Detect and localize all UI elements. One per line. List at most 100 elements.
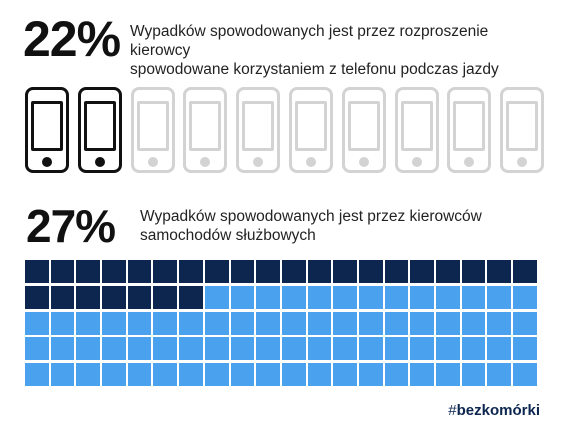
smartphone-icon <box>183 87 228 173</box>
grid-cell-filled <box>410 260 434 283</box>
grid-cell-empty <box>153 311 178 335</box>
grid-cell-filled <box>179 260 203 283</box>
grid-cell-empty <box>487 285 512 309</box>
grid-cell-empty <box>307 363 332 387</box>
grid-cell-filled <box>153 285 178 309</box>
grid-cell-empty <box>281 337 306 361</box>
grid-cell-empty <box>436 363 460 387</box>
phone-icon-row <box>25 87 545 175</box>
grid-cell-empty <box>436 311 460 335</box>
grid-cell-empty <box>410 311 434 335</box>
stat-2-description: Wypadków spowodowanych jest przez kierow… <box>140 207 540 245</box>
grid-cell-empty <box>50 311 75 335</box>
smartphone-icon <box>236 87 281 173</box>
grid-cell-empty <box>487 363 512 387</box>
grid-cell-empty <box>204 363 229 387</box>
grid-cell-empty <box>76 337 101 361</box>
grid-cell-empty <box>256 337 280 361</box>
grid-cell-empty <box>281 311 306 335</box>
grid-cell-empty <box>25 363 49 387</box>
grid-cell-empty <box>461 337 486 361</box>
grid-cell-filled <box>333 260 357 283</box>
grid-cell-empty <box>513 363 537 387</box>
grid-cell-empty <box>179 363 203 387</box>
grid-cell-empty <box>487 311 512 335</box>
stat-1-description-line-2: spowodowane korzystaniem z telefonu podc… <box>130 61 499 78</box>
grid-cell-filled <box>307 260 332 283</box>
grid-cell-empty <box>102 337 126 361</box>
grid-cell-empty <box>436 285 460 309</box>
grid-cell-filled <box>179 285 203 309</box>
grid-cell-empty <box>461 285 486 309</box>
grid-cell-empty <box>256 285 280 309</box>
grid-cell-empty <box>50 363 75 387</box>
grid-cell-filled <box>50 260 75 283</box>
smartphone-icon <box>289 87 333 173</box>
stat-1-description-line-1: Wypadków spowodowanych jest przez rozpro… <box>130 23 489 59</box>
grid-cell-filled <box>127 260 152 283</box>
grid-cell-empty <box>25 311 49 335</box>
grid-cell-empty <box>153 337 178 361</box>
grid-cell-empty <box>230 337 255 361</box>
smartphone-icon <box>130 87 175 173</box>
grid-cell-empty <box>461 363 486 387</box>
grid-cell-empty <box>102 363 126 387</box>
grid-cell-empty <box>358 311 383 335</box>
grid-cell-empty <box>513 311 537 335</box>
grid-cell-empty <box>204 311 229 335</box>
grid-cell-filled <box>204 260 229 283</box>
grid-cell-empty <box>333 337 357 361</box>
grid-cell-filled <box>102 260 126 283</box>
grid-cell-empty <box>333 311 357 335</box>
grid-cell-filled <box>230 260 255 283</box>
grid-cell-empty <box>76 363 101 387</box>
grid-cell-filled <box>50 285 75 309</box>
hashtag-logo: #bezkomórki <box>448 402 540 419</box>
grid-cell-filled <box>127 285 152 309</box>
grid-cell-filled <box>384 260 409 283</box>
grid-cell-empty <box>358 363 383 387</box>
grid-cell-filled <box>102 285 126 309</box>
grid-cell-filled <box>358 260 383 283</box>
grid-cell-empty <box>76 311 101 335</box>
grid-cell-empty <box>410 285 434 309</box>
grid-cell-filled <box>256 260 280 283</box>
grid-cell-empty <box>179 337 203 361</box>
grid-cell-filled <box>281 260 306 283</box>
grid-cell-empty <box>384 337 409 361</box>
hashtag-brand: bezkomórki <box>456 402 540 419</box>
stat-2-description-line-2: samochodów służbowych <box>140 227 316 244</box>
grid-cell-empty <box>307 311 332 335</box>
grid-cell-empty <box>487 337 512 361</box>
smartphone-icon <box>394 87 439 173</box>
grid-cell-empty <box>127 311 152 335</box>
grid-cell-empty <box>358 337 383 361</box>
grid-cell-empty <box>461 311 486 335</box>
grid-cell-filled <box>25 260 49 283</box>
percentage-square-grid <box>25 260 541 387</box>
grid-cell-empty <box>410 337 434 361</box>
grid-cell-empty <box>281 285 306 309</box>
grid-cell-empty <box>307 285 332 309</box>
grid-cell-empty <box>513 285 537 309</box>
grid-cell-empty <box>384 311 409 335</box>
stat-1-description: Wypadków spowodowanych jest przez rozpro… <box>130 22 550 79</box>
grid-cell-empty <box>436 337 460 361</box>
grid-cell-empty <box>102 311 126 335</box>
grid-cell-empty <box>410 363 434 387</box>
grid-cell-empty <box>333 285 357 309</box>
grid-cell-empty <box>25 337 49 361</box>
grid-cell-empty <box>256 363 280 387</box>
grid-cell-empty <box>204 337 229 361</box>
hashtag-symbol: # <box>448 402 457 419</box>
grid-cell-filled <box>436 260 460 283</box>
grid-cell-filled <box>25 285 49 309</box>
smartphone-icon <box>447 87 492 173</box>
grid-cell-empty <box>384 363 409 387</box>
grid-cell-empty <box>256 311 280 335</box>
grid-cell-filled <box>513 260 537 283</box>
grid-cell-empty <box>230 311 255 335</box>
grid-cell-empty <box>153 363 178 387</box>
grid-cell-empty <box>230 285 255 309</box>
grid-cell-empty <box>127 337 152 361</box>
